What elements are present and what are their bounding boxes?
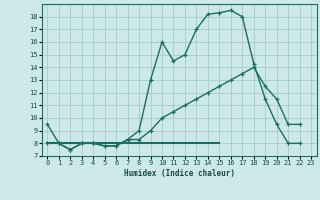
X-axis label: Humidex (Indice chaleur): Humidex (Indice chaleur) (124, 169, 235, 178)
